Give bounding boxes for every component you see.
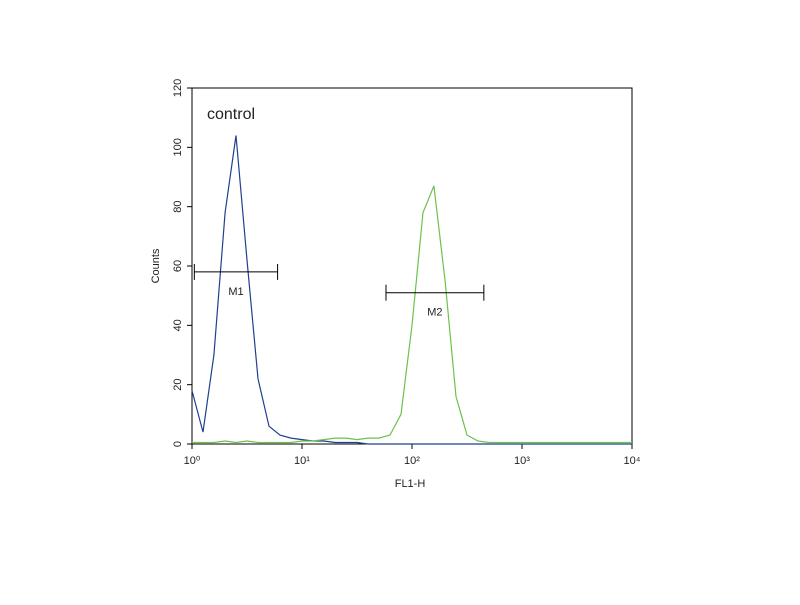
y-tick-label: 120 (172, 79, 184, 97)
x-tick-label: 10⁰ (184, 455, 201, 467)
x-axis-label: FL1-H (395, 478, 426, 490)
histogram-line (191, 135, 632, 445)
y-tick-label: 100 (172, 138, 184, 156)
y-tick-label: 20 (172, 379, 184, 391)
annotation: control (207, 106, 255, 123)
y-tick-label: 80 (172, 201, 184, 213)
x-tick-label: 10¹ (294, 455, 310, 467)
x-tick-label: 10⁴ (624, 455, 641, 467)
y-tick-label: 60 (172, 260, 184, 272)
y-tick-label: 40 (172, 319, 184, 331)
marker-label: M1 (228, 286, 243, 298)
y-axis-label: Counts (150, 248, 162, 283)
x-tick-label: 10² (404, 455, 420, 467)
x-tick-label: 10³ (514, 455, 530, 467)
marker-label: M2 (427, 307, 442, 319)
y-tick-label: 0 (172, 441, 184, 447)
plot-frame (191, 87, 633, 445)
histogram-line (192, 185, 632, 444)
